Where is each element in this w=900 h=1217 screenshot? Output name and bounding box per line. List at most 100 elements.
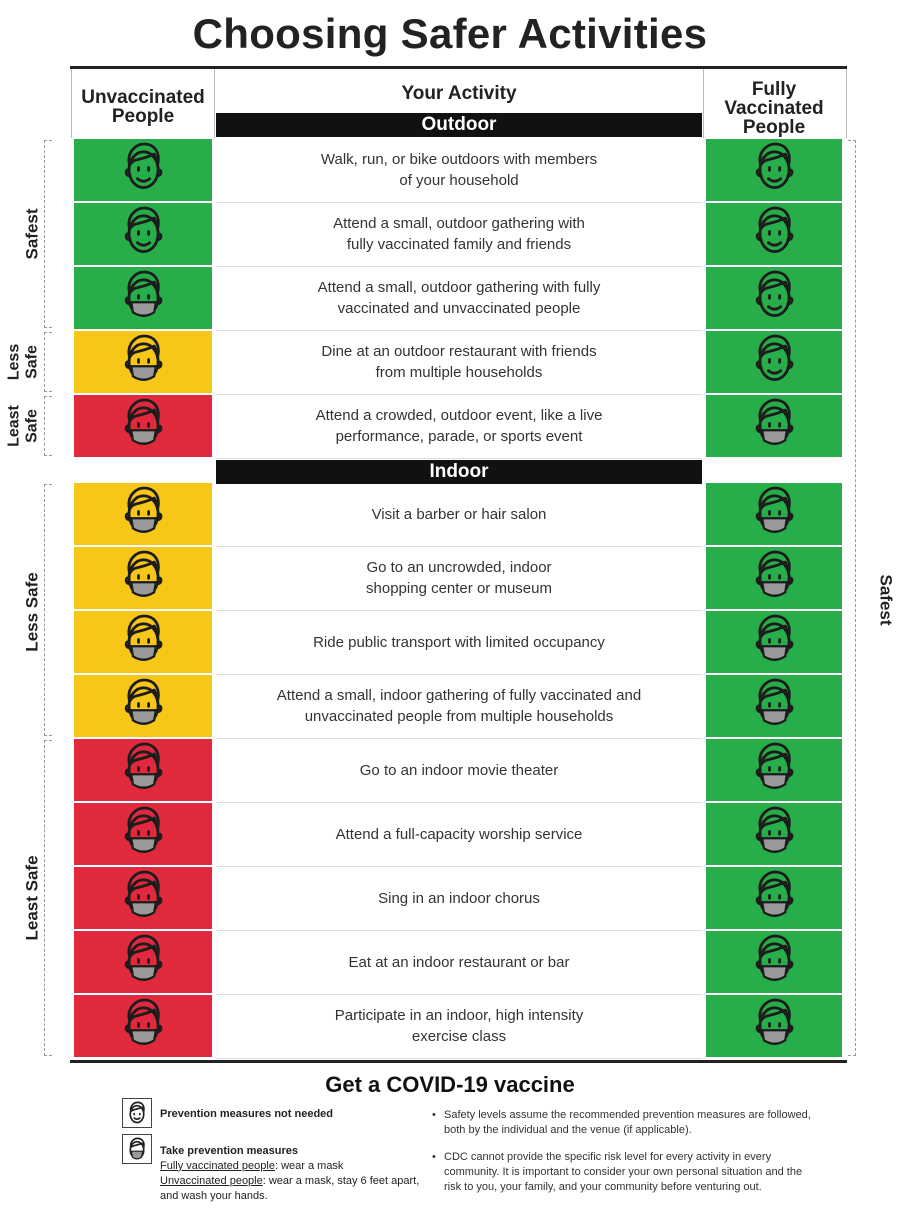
masked-face-icon [746,548,802,609]
row-divider [216,866,702,867]
unvaccinated-risk-cell [74,547,212,609]
masked-face-icon [115,396,171,457]
unvaccinated-risk-cell [74,739,212,801]
row-divider [216,330,702,331]
least-safe-bracket [44,396,52,456]
unvaccinated-column-header: Unvaccinated People [81,87,205,127]
unvaccinated-risk-cell [74,483,212,545]
activity-text: Attend a small, indoor gathering of full… [276,687,642,725]
row-divider [216,394,702,395]
table-row: Attend a full-capacity worship service [74,803,842,867]
activity-text: Attend a small, outdoor gathering with f… [317,279,601,317]
legend-no-measures: Prevention measures not needed [160,1108,333,1120]
activity-text: Dine at an outdoor restaurant with frien… [321,343,597,381]
masked-face-icon [115,740,171,801]
unvaccinated-risk-cell [74,803,212,865]
outdoor-section-header: Outdoor [216,113,702,137]
vaccinated-risk-cell [706,995,842,1057]
least-safe-bracket [44,740,52,1056]
less-safe-bracket [44,332,52,392]
unvaccinated-risk-cell [74,867,212,929]
vaccinated-column-header: Fully Vaccinated People [724,79,824,138]
masked-face-icon [115,268,171,329]
activity-text: Ride public transport with limited occup… [313,633,605,651]
bottom-divider [70,1060,847,1063]
table-row: Eat at an indoor restaurant or bar [74,931,842,995]
table-row: Sing in an indoor chorus [74,867,842,931]
face-icon [115,204,171,265]
row-divider [216,802,702,803]
masked-face-icon [746,676,802,737]
masked-face-icon [746,804,802,865]
activity-text: Eat at an indoor restaurant or bar [348,953,570,971]
face-icon [746,332,802,393]
indoor-section-header: Indoor [216,460,702,484]
activity-text: Attend a small, outdoor gathering with f… [333,215,585,253]
face-icon [746,268,802,329]
masked-face-icon [115,804,171,865]
vaccinated-risk-cell [706,931,842,993]
masked-face-icon [115,484,171,545]
masked-face-icon [746,868,802,929]
face-icon [746,204,802,265]
table-row: Attend a small, indoor gathering of full… [74,675,842,739]
unvaccinated-risk-cell [74,203,212,265]
safest-bracket [44,140,52,328]
row-divider [216,674,702,675]
vaccinated-risk-cell [706,331,842,393]
masked-face-icon [115,996,171,1057]
table-row: Attend a small, outdoor gathering with f… [74,203,842,267]
vaccinated-risk-cell [706,203,842,265]
table-row: Attend a small, outdoor gathering with f… [74,267,842,331]
masked-face-icon [115,676,171,737]
side-label-safest: Safest [22,208,42,260]
side-label-less-safe: Less Safe [22,572,42,652]
unvaccinated-risk-cell [74,331,212,393]
vaccinated-risk-cell [706,547,842,609]
row-divider [216,266,702,267]
activity-text: Attend a full-capacity worship service [335,825,583,843]
page-title: Choosing Safer Activities [192,10,708,57]
unvaccinated-risk-cell [74,931,212,993]
note-2: • CDC cannot provide the specific risk le… [432,1151,803,1193]
table-row: Ride public transport with limited occup… [74,611,842,675]
masked-face-icon [115,548,171,609]
activity-text: Go to an uncrowded, indoor shopping cent… [366,559,552,597]
vaccinated-risk-cell [706,803,842,865]
vaccinated-risk-cell [706,395,842,457]
side-label-least-safe: Least Safe [22,855,42,941]
face-icon [746,140,802,201]
activity-text: Walk, run, or bike outdoors with members… [320,151,598,189]
vaccinated-risk-cell [706,675,842,737]
masked-face-icon [746,996,802,1057]
vaccinated-risk-cell [706,739,842,801]
vaccinated-risk-cell [706,867,842,929]
safest-bracket [848,140,856,1056]
row-divider [216,546,702,547]
unvaccinated-risk-cell [74,611,212,673]
face-icon [122,1098,152,1128]
unvaccinated-risk-cell [74,267,212,329]
activity-column-header: Your Activity [401,83,517,104]
activity-text: Sing in an indoor chorus [378,889,540,907]
legend-vaccinated-label: Fully vaccinated people [160,1159,275,1172]
activity-text: Go to an indoor movie theater [359,761,559,779]
row-divider [216,930,702,931]
unvaccinated-risk-cell [74,675,212,737]
unvaccinated-risk-cell [74,395,212,457]
row-divider [216,458,702,459]
header-divider [214,69,215,138]
table-row: Dine at an outdoor restaurant with frien… [74,331,842,395]
masked-face-icon [122,1134,152,1164]
vaccinated-risk-cell [706,611,842,673]
table-row: Go to an uncrowded, indoor shopping cent… [74,547,842,611]
header-divider [71,69,72,138]
header-divider [703,69,704,138]
less-safe-bracket [44,484,52,736]
activity-text: Participate in an indoor, high intensity… [334,1007,584,1045]
face-icon [115,140,171,201]
top-divider [70,66,847,69]
row-divider [216,202,702,203]
header-divider [846,69,847,138]
unvaccinated-risk-cell [74,995,212,1057]
